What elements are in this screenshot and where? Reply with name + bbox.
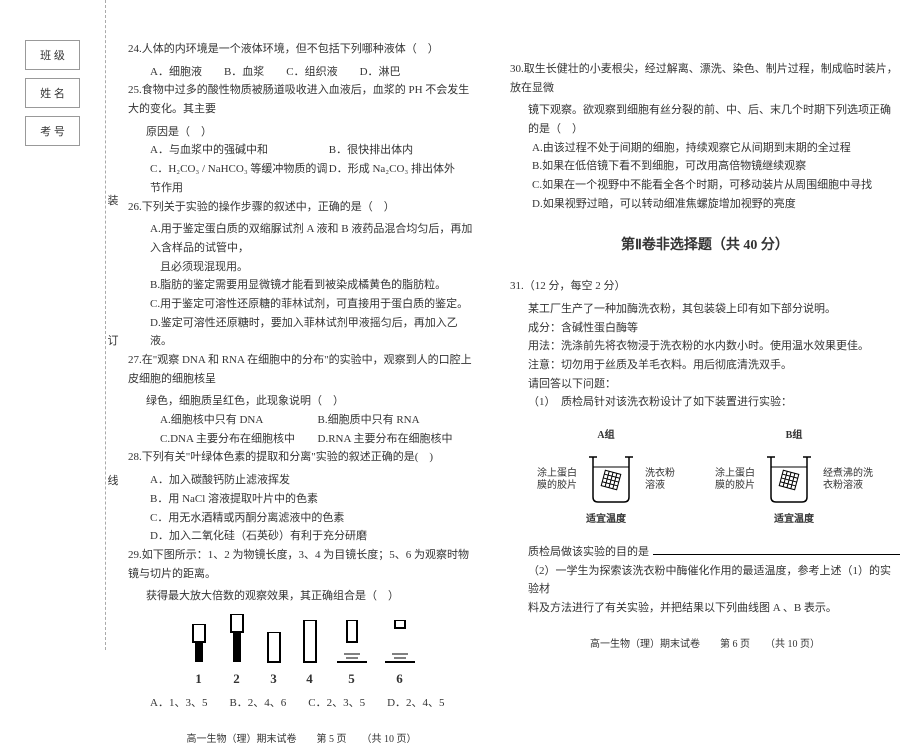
q30b: 镜下观察。欲观察到细胞有丝分裂的前、中、后、末几个时期下列选项正确的是（ ） [510,101,900,138]
q31d: 注意：切勿用于丝质及羊毛衣料。用后彻底清洗双手。 [510,356,900,375]
q26C: C.用于鉴定可溶性还原糖的菲林试剂，可直接用于蛋白质的鉴定。 [128,295,475,314]
labA3: 洗衣粉 [645,468,675,480]
q31: 31.（12 分，每空 2 分） [510,277,900,296]
q24-opts: A．细胞液 B．血浆 C．组织液 D．淋巴 [128,63,475,82]
q30A: A.由该过程不处于间期的细胞，持续观察它从间期到末期的全过程 [510,139,900,158]
objective-diagram: 1 2 3 4 5 6 [128,614,475,690]
q31a: 某工厂生产了一种加酶洗衣粉，其包装袋上印有如下部分说明。 [510,300,900,319]
q27b: 绿色，细胞质呈红色，此现象说明（ ） [128,392,475,411]
q26B: B.脂肪的鉴定需要用显微镜才能看到被染成橘黄色的脂肪粒。 [128,276,475,295]
q26: 26.下列关于实验的操作步骤的叙述中，正确的是（ ） [128,198,475,217]
labB5: 适宜温度 [715,511,873,528]
q29: 29.如下图所示：1、2 为物镜长度，3、4 为目镜长度；5、6 为观察时物镜与… [128,546,475,583]
q25C: C．H₂CO₃ / NaHCO₃ 等缓冲物质的调节作用 [150,160,329,197]
q31h: （2）一学生为探索该洗衣粉中酶催化作用的最适温度，参考上述（1）的实验材 [510,562,900,599]
q31g: 质检局做该实验的目的是 [528,543,649,562]
q31e: 请回答以下问题： [510,375,900,394]
labB2: 膜的胶片 [715,480,755,492]
labB1: 涂上蛋白 [715,468,755,480]
info-table: 班 级 [25,40,80,70]
q28B: B．用 NaCl 溶液提取叶片中的色素 [128,490,475,509]
labA4: 溶液 [645,480,675,492]
q25: 25.食物中过多的酸性物质被肠道吸收进入血液后，血浆的 PH 不会发生大的变化。… [128,81,475,118]
groupB-title: B组 [715,427,873,444]
left-margin: 班 级 姓 名 考 号 [0,0,105,650]
q30B: B.如果在低倍镜下看不到细胞，可改用高倍物镜继续观察 [510,157,900,176]
labA5: 适宜温度 [537,511,675,528]
bind-char3: 线 [108,472,119,488]
id-cell: 考 号 [26,117,80,146]
q27: 27.在"观察 DNA 和 RNA 在细胞中的分布"的实验中，观察到人的口腔上皮… [128,351,475,388]
q30: 30.取生长健壮的小麦根尖，经过解离、漂洗、染色、制片过程，制成临时装片，放在显… [510,60,900,97]
page-6-content: 30.取生长健壮的小麦根尖，经过解离、漂洗、染色、制片过程，制成临时装片，放在显… [490,0,920,650]
labA2: 膜的胶片 [537,480,577,492]
q26D: D.鉴定可溶性还原糖时，要加入菲林试剂甲液摇匀后，再加入乙液。 [128,314,475,351]
q31f: （1） 质检局针对该洗衣粉设计了如下装置进行实验： [510,393,900,412]
q25A: A．与血浆中的强碱中和 [150,141,329,160]
q25b: 原因是（ ） [128,123,475,142]
q27D: D.RNA 主要分布在细胞核中 [318,430,453,449]
q31c: 用法：洗涤前先将衣物浸于洗衣粉的水内数小时。使用温水效果更佳。 [510,337,900,356]
bind-char2: 订 [108,332,119,348]
groupA-title: A组 [537,427,675,444]
q24: 24.人体的内环境是一个液体环境，但不包括下列哪种液体（ ） [128,40,475,59]
q28C: C．用无水酒精或丙酮分离滤液中的色素 [128,509,475,528]
labB3: 经煮沸的洗 [823,468,873,480]
footer-left: 高一生物（理）期末试卷 第 5 页 （共 10 页） [128,731,475,748]
binding-line: 装 订 线 [105,0,120,650]
experiment-diagrams: A组 涂上蛋白 膜的胶片 [510,427,900,528]
q28D: D．加入二氧化硅（石英砂）有利于充分研磨 [128,527,475,546]
labA1: 涂上蛋白 [537,468,577,480]
q30D: D.如果视野过暗，可以转动细准焦螺旋增加视野的亮度 [510,195,900,214]
q26A: A.用于鉴定蛋白质的双缩脲试剂 A 液和 B 液药品混合均匀后，再加入含样品的试… [128,220,475,257]
q30C: C.如果在一个视野中不能看全各个时期，可移动装片从周围细胞中寻找 [510,176,900,195]
q28: 28.下列有关"叶绿体色素的提取和分离"实验的叙述正确的是( ) [128,448,475,467]
page-5-content: 24.人体的内环境是一个液体环境，但不包括下列哪种液体（ ） A．细胞液 B．血… [120,0,490,650]
q29-opts: A．1、3、5 B．2、4、6 C．2、3、5 D．2、4、5 [128,694,475,713]
bind-char1: 装 [108,192,119,208]
beaker-a-icon [581,452,641,507]
q25D: D．形成 Na₂CO₃ 排出体外 [329,160,455,197]
q27A: A.细胞核中只有 DNA [160,411,318,430]
q27B: B.细胞质中只有 RNA [318,411,420,430]
section-title: 第Ⅱ卷非选择题（共 40 分） [510,234,900,258]
q27C: C.DNA 主要分布在细胞核中 [160,430,318,449]
footer-right: 高一生物（理）期末试卷 第 6 页 （共 10 页） [510,636,900,653]
q25B: B．很快排出体内 [329,141,413,160]
name-cell: 姓 名 [26,79,80,108]
q29b: 获得最大放大倍数的观察效果，其正确组合是（ ） [128,587,475,606]
q31b: 成分：含碱性蛋白酶等 [510,319,900,338]
q28A: A．加入碳酸钙防止滤液挥发 [128,471,475,490]
beaker-b-icon [759,452,819,507]
class-cell: 班 级 [26,41,80,70]
q26A2: 且必须现混现用。 [128,258,475,277]
labB4: 衣粉溶液 [823,480,873,492]
q31i: 料及方法进行了有关实验，并把结果以下列曲线图 A 、B 表示。 [510,599,900,618]
